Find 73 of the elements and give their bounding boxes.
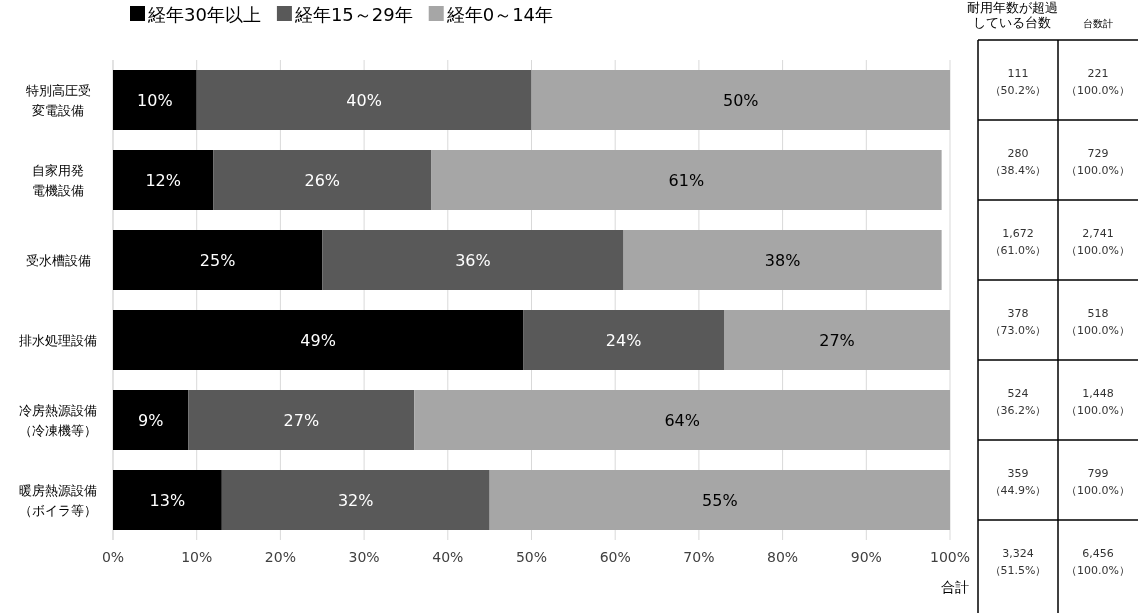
bar <box>724 310 950 370</box>
bar <box>113 230 323 290</box>
x-tick-label: 60% <box>599 549 631 565</box>
data-label: 36% <box>455 251 491 270</box>
bar <box>113 470 222 530</box>
x-tick-label: 80% <box>767 549 799 565</box>
data-label: 13% <box>149 491 186 510</box>
text: 1,672 （61.0%） <box>989 226 1047 257</box>
y-tick-label: 冷房熱源設備（冷凍機等） <box>19 403 97 438</box>
y-tick-label: 暖房熱源設備（ボイラ等） <box>19 483 97 518</box>
data-label: 32% <box>337 491 374 510</box>
data-label: 24% <box>605 331 642 350</box>
text: 台数計 <box>1083 18 1113 29</box>
data-label: 64% <box>664 411 700 430</box>
data-label: 27% <box>819 331 855 350</box>
legend-label: 経年0～14年 <box>445 4 554 25</box>
text: 合計 <box>941 579 969 595</box>
legend-label: 経年15～29年 <box>293 4 413 25</box>
bar <box>113 390 189 450</box>
data-label: 26% <box>304 171 341 190</box>
bar <box>431 150 942 210</box>
bar <box>196 70 532 130</box>
x-tick-label: 50% <box>515 549 548 565</box>
bar <box>414 390 950 450</box>
y-tick-label: 受水槽設備 <box>25 253 91 268</box>
x-tick-label: 0% <box>101 549 125 565</box>
legend-label: 経年30年以上 <box>147 4 261 25</box>
text: 221 （100.0%） <box>1066 66 1130 97</box>
data-label: 49% <box>300 331 336 350</box>
text: 111 （50.2%） <box>989 66 1047 97</box>
bar <box>188 390 415 450</box>
data-label: 12% <box>145 171 181 190</box>
data-label: 40% <box>346 91 382 110</box>
data-label: 9% <box>137 411 164 430</box>
data-label: 55% <box>702 491 738 510</box>
x-tick-label: 40% <box>432 549 464 565</box>
x-tick-label: 30% <box>348 549 380 565</box>
text: 524 （36.2%） <box>989 386 1047 417</box>
text: 378 （73.0%） <box>989 306 1047 337</box>
text: 729 （100.0%） <box>1066 146 1130 177</box>
text: 1,448 （100.0%） <box>1066 386 1130 417</box>
data-label: 50% <box>722 91 759 110</box>
text: 799 （100.0%） <box>1066 466 1130 497</box>
y-tick-label: 特別高圧受変電設備 <box>25 83 91 118</box>
text: 2,741 （100.0%） <box>1066 226 1130 257</box>
data-label: 25% <box>199 251 236 270</box>
text: 280 （38.4%） <box>989 146 1047 177</box>
bar <box>322 230 624 290</box>
text: 518 （100.0%） <box>1066 306 1130 337</box>
x-tick-label: 90% <box>850 549 882 565</box>
bar <box>213 150 432 210</box>
text: 6,456 （100.0%） <box>1066 546 1130 577</box>
data-label: 10% <box>137 91 173 110</box>
bar <box>221 470 490 530</box>
text: 3,324 （51.5%） <box>989 546 1047 577</box>
bar <box>113 150 214 210</box>
x-tick-label: 70% <box>683 549 715 565</box>
x-tick-label: 100% <box>929 549 971 565</box>
bar <box>523 310 725 370</box>
data-label: 27% <box>283 411 320 430</box>
bar <box>113 70 197 130</box>
bar <box>113 310 524 370</box>
bar <box>623 230 942 290</box>
y-tick-label: 排水処理設備 <box>19 333 97 348</box>
data-label: 38% <box>764 251 801 270</box>
text: 359 （44.9%） <box>989 466 1047 497</box>
bar <box>489 470 950 530</box>
bar <box>531 70 950 130</box>
y-tick-label: 自家用発電機設備 <box>32 163 84 198</box>
data-label: 61% <box>668 171 705 190</box>
x-tick-label: 10% <box>181 549 213 565</box>
x-tick-label: 20% <box>264 549 296 565</box>
text: 耐用年数が超過している台数 <box>966 0 1058 30</box>
